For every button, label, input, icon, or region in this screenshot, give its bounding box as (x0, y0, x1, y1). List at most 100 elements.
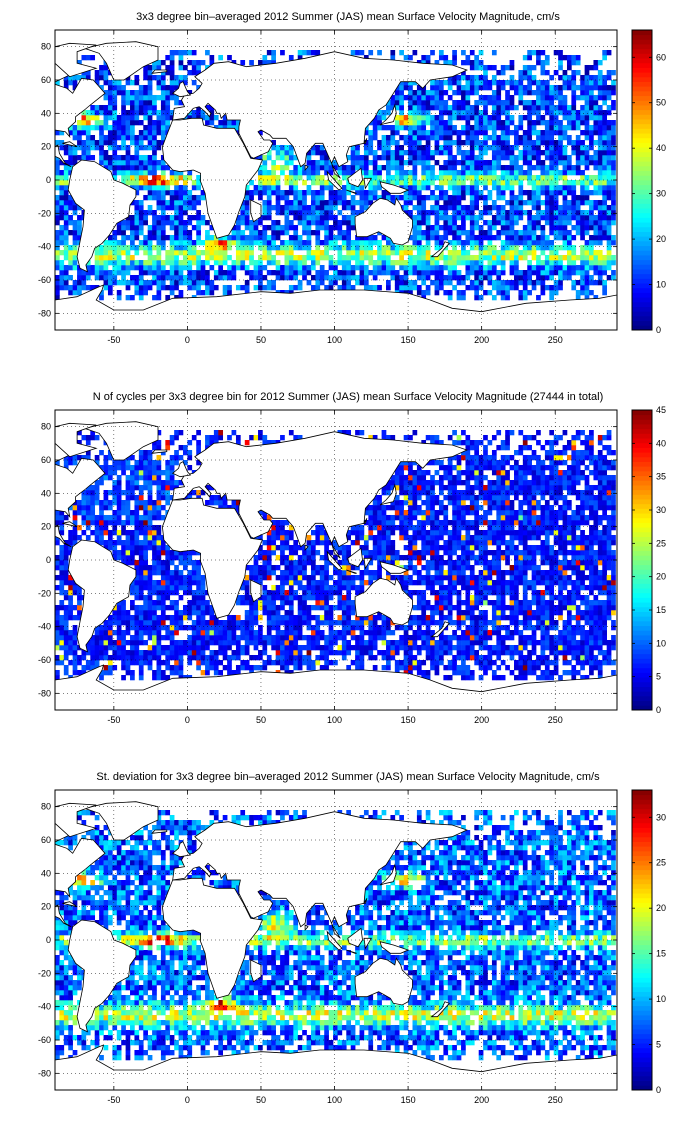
heatmap-cell (293, 645, 299, 651)
heatmap-cell (478, 625, 484, 631)
heatmap-cell (222, 655, 228, 661)
heatmap-cell (606, 105, 612, 111)
heatmap-cell (474, 275, 479, 281)
heatmap-cell (606, 180, 612, 186)
heatmap-cell (222, 290, 228, 296)
heatmap-cell (540, 180, 546, 186)
heatmap-cell (266, 255, 272, 261)
heatmap-cell (536, 185, 541, 191)
heatmap-cell (500, 100, 506, 106)
heatmap-cell (218, 255, 224, 261)
heatmap-cell (191, 60, 197, 66)
heatmap-cell (443, 100, 449, 106)
heatmap-cell (575, 205, 581, 211)
heatmap-cell (461, 250, 466, 256)
heatmap-cell (169, 95, 175, 101)
heatmap-cell (593, 620, 599, 626)
heatmap-cell (487, 635, 493, 641)
heatmap-cell (284, 175, 290, 181)
heatmap-cell (399, 640, 404, 646)
heatmap-cell (571, 200, 577, 206)
heatmap-cell (130, 105, 135, 111)
heatmap-cell (408, 120, 413, 126)
heatmap-cell (178, 170, 184, 176)
heatmap-cell (514, 265, 519, 271)
heatmap-cell (593, 150, 599, 156)
heatmap-cell (553, 200, 559, 206)
heatmap-cell (597, 185, 603, 191)
heatmap-cell (549, 145, 555, 151)
heatmap-cell (421, 635, 427, 641)
heatmap-cell (478, 60, 484, 66)
heatmap-cell (474, 290, 479, 296)
heatmap-cell (408, 135, 413, 141)
heatmap-cell (514, 620, 519, 626)
heatmap-cell (116, 645, 122, 651)
land-outline (354, 197, 413, 246)
heatmap-cell (187, 650, 193, 656)
heatmap-cell (297, 625, 303, 631)
heatmap-cell (152, 620, 157, 626)
heatmap-cell (107, 270, 113, 276)
heatmap-cell (487, 220, 493, 226)
heatmap-cell (527, 665, 532, 671)
heatmap-cell (469, 85, 475, 91)
heatmap-cell (377, 145, 382, 151)
land-outline (55, 62, 106, 168)
heatmap-cell (191, 115, 197, 121)
heatmap-cell (187, 635, 193, 641)
heatmap-cell (116, 260, 122, 266)
heatmap-cell (425, 640, 431, 646)
heatmap-cell (575, 85, 581, 91)
heatmap-cell (416, 120, 422, 126)
heatmap-cell (99, 70, 104, 76)
heatmap-cell (152, 155, 157, 161)
heatmap-cell (160, 225, 166, 231)
heatmap-cell (540, 225, 546, 231)
heatmap-cell (284, 655, 290, 661)
heatmap-cell (394, 165, 400, 171)
heatmap-cell (509, 265, 515, 271)
heatmap-cell (461, 190, 466, 196)
heatmap-cell (143, 125, 148, 131)
heatmap-cell (174, 50, 179, 56)
heatmap-cell (500, 260, 506, 266)
heatmap-cell (355, 160, 360, 166)
heatmap-cell (505, 115, 510, 121)
heatmap-cell (359, 660, 365, 666)
heatmap-cell (244, 200, 250, 206)
heatmap-cell (324, 660, 329, 666)
heatmap-cell (544, 90, 550, 96)
heatmap-cell (394, 140, 400, 146)
heatmap-cell (469, 655, 475, 661)
heatmap-cell (337, 285, 343, 291)
heatmap-cell (103, 265, 109, 271)
heatmap-cell (341, 235, 347, 241)
heatmap-cell (310, 205, 316, 211)
heatmap-cell (483, 195, 488, 201)
heatmap-cell (540, 105, 546, 111)
heatmap-cell (147, 90, 153, 96)
heatmap-cell (536, 115, 541, 121)
heatmap-cell (514, 235, 519, 241)
heatmap-cell (85, 135, 91, 141)
heatmap-cell (72, 285, 78, 291)
heatmap-cell (386, 190, 391, 196)
heatmap-cell (571, 170, 577, 176)
heatmap-cell (107, 95, 113, 101)
heatmap-cell (390, 630, 396, 636)
heatmap-cell (531, 220, 537, 226)
heatmap-cell (544, 195, 550, 201)
heatmap-cell (522, 190, 528, 196)
heatmap-cell (107, 135, 113, 141)
heatmap-cell (509, 65, 515, 71)
heatmap-cell (514, 165, 519, 171)
heatmap-cell (293, 200, 299, 206)
heatmap-cell (611, 155, 616, 161)
heatmap-cell (465, 130, 471, 136)
heatmap-cell (293, 230, 299, 236)
heatmap-cell (562, 70, 568, 76)
heatmap-cell (491, 245, 497, 251)
heatmap-cell (438, 650, 444, 656)
heatmap-cell (359, 240, 365, 246)
